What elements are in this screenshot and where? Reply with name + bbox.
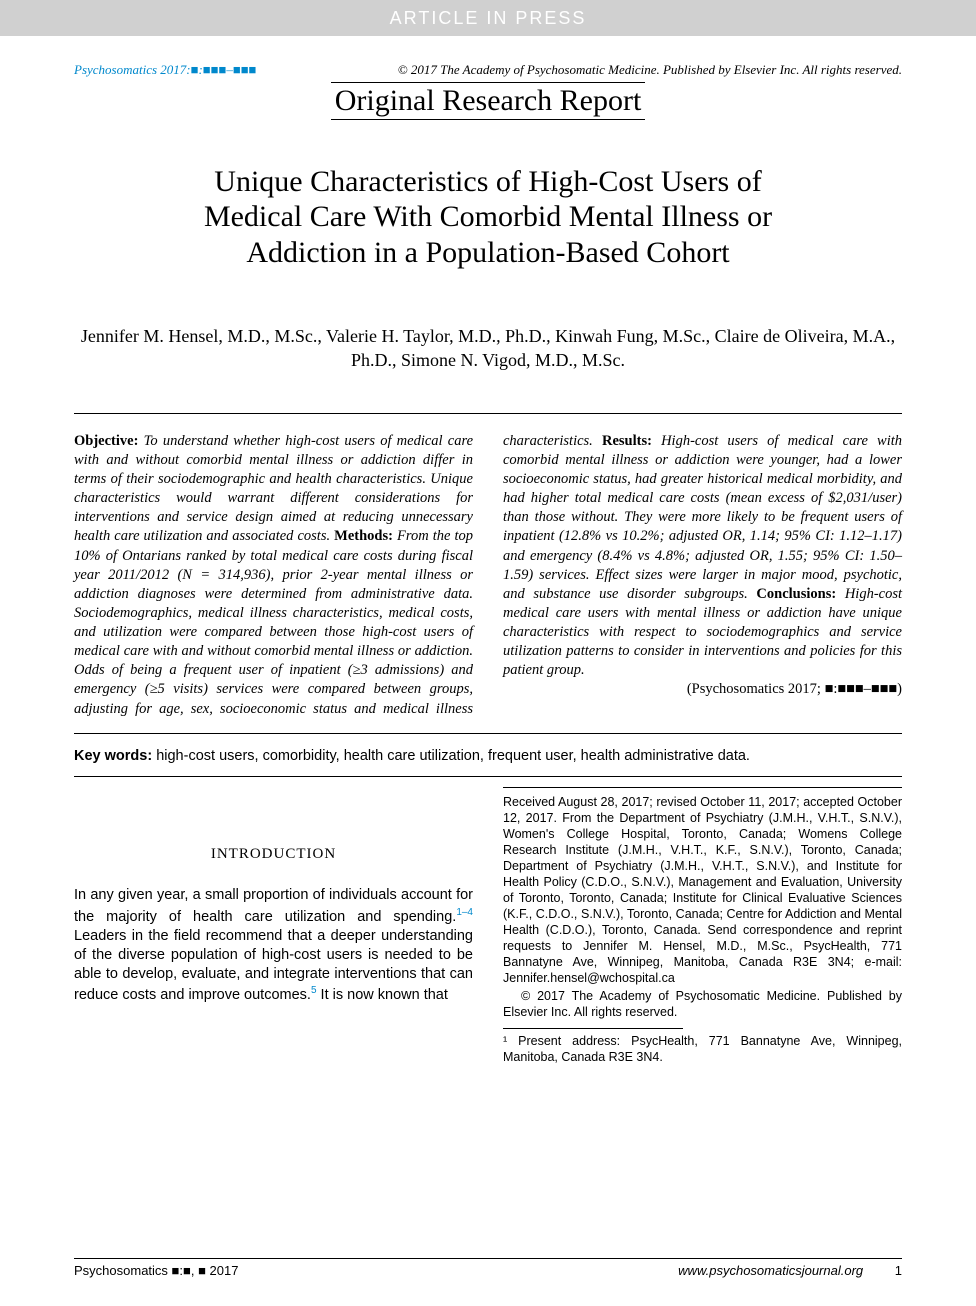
keywords-label: Key words: <box>74 748 152 764</box>
introduction-heading: INTRODUCTION <box>74 845 473 865</box>
page-footer: Psychosomatics ■:■, ■ 2017 www.psychosom… <box>74 1258 902 1278</box>
page-number: 1 <box>895 1263 902 1278</box>
section-label-text: Original Research Report <box>331 82 646 120</box>
section-label: Original Research Report <box>74 82 902 120</box>
footer-left: Psychosomatics ■:■, ■ 2017 <box>74 1263 238 1278</box>
page-content: Psychosomatics 2017:■:■■■–■■■ © 2017 The… <box>0 0 976 1103</box>
header-row: Psychosomatics 2017:■:■■■–■■■ © 2017 The… <box>74 62 902 78</box>
affiliations-text: Received August 28, 2017; revised Octobe… <box>503 794 902 986</box>
results-text: High-cost users of medical care with com… <box>503 433 902 602</box>
right-column: Received August 28, 2017; revised Octobe… <box>503 787 902 1065</box>
affil-copyright: © 2017 The Academy of Psychosomatic Medi… <box>503 988 902 1020</box>
body-columns: INTRODUCTION In any given year, a small … <box>74 787 902 1065</box>
copyright-line: © 2017 The Academy of Psychosomatic Medi… <box>398 62 902 78</box>
intro-text-3: It is now known that <box>317 987 448 1003</box>
keywords-row: Key words: high-cost users, comorbidity,… <box>74 748 902 777</box>
footnote-text: ¹ Present address: PsycHealth, 771 Banna… <box>503 1033 902 1065</box>
journal-reference[interactable]: Psychosomatics 2017:■:■■■–■■■ <box>74 62 256 78</box>
intro-paragraph: In any given year, a small proportion of… <box>74 886 473 1004</box>
intro-text-1: In any given year, a small proportion of… <box>74 887 473 924</box>
footer-right: www.psychosomaticsjournal.org 1 <box>678 1263 902 1278</box>
journal-ref-text[interactable]: Psychosomatics 2017:■:■■■–■■■ <box>74 62 256 77</box>
footer-url[interactable]: www.psychosomaticsjournal.org <box>678 1263 863 1278</box>
objective-label: Objective: <box>74 433 138 449</box>
keywords-text: high-cost users, comorbidity, health car… <box>156 748 750 764</box>
article-title: Unique Characteristics of High-Cost User… <box>188 164 788 270</box>
methods-label: Methods: <box>334 528 393 544</box>
footnote-separator <box>503 1028 683 1029</box>
conclusions-label: Conclusions: <box>756 586 836 602</box>
results-label: Results: <box>602 433 652 449</box>
article-in-press-banner: ARTICLE IN PRESS <box>0 0 976 36</box>
ref-link-1[interactable]: 1–4 <box>456 907 473 918</box>
author-list: Jennifer M. Hensel, M.D., M.Sc., Valerie… <box>74 324 902 373</box>
abstract-columns: Objective: To understand whether high-co… <box>74 432 902 719</box>
abstract-citation: (Psychosomatics 2017; ■:■■■–■■■) <box>503 680 902 699</box>
abstract-block: Objective: To understand whether high-co… <box>74 413 902 734</box>
affil-rule <box>503 787 902 788</box>
left-column: INTRODUCTION In any given year, a small … <box>74 787 473 1065</box>
